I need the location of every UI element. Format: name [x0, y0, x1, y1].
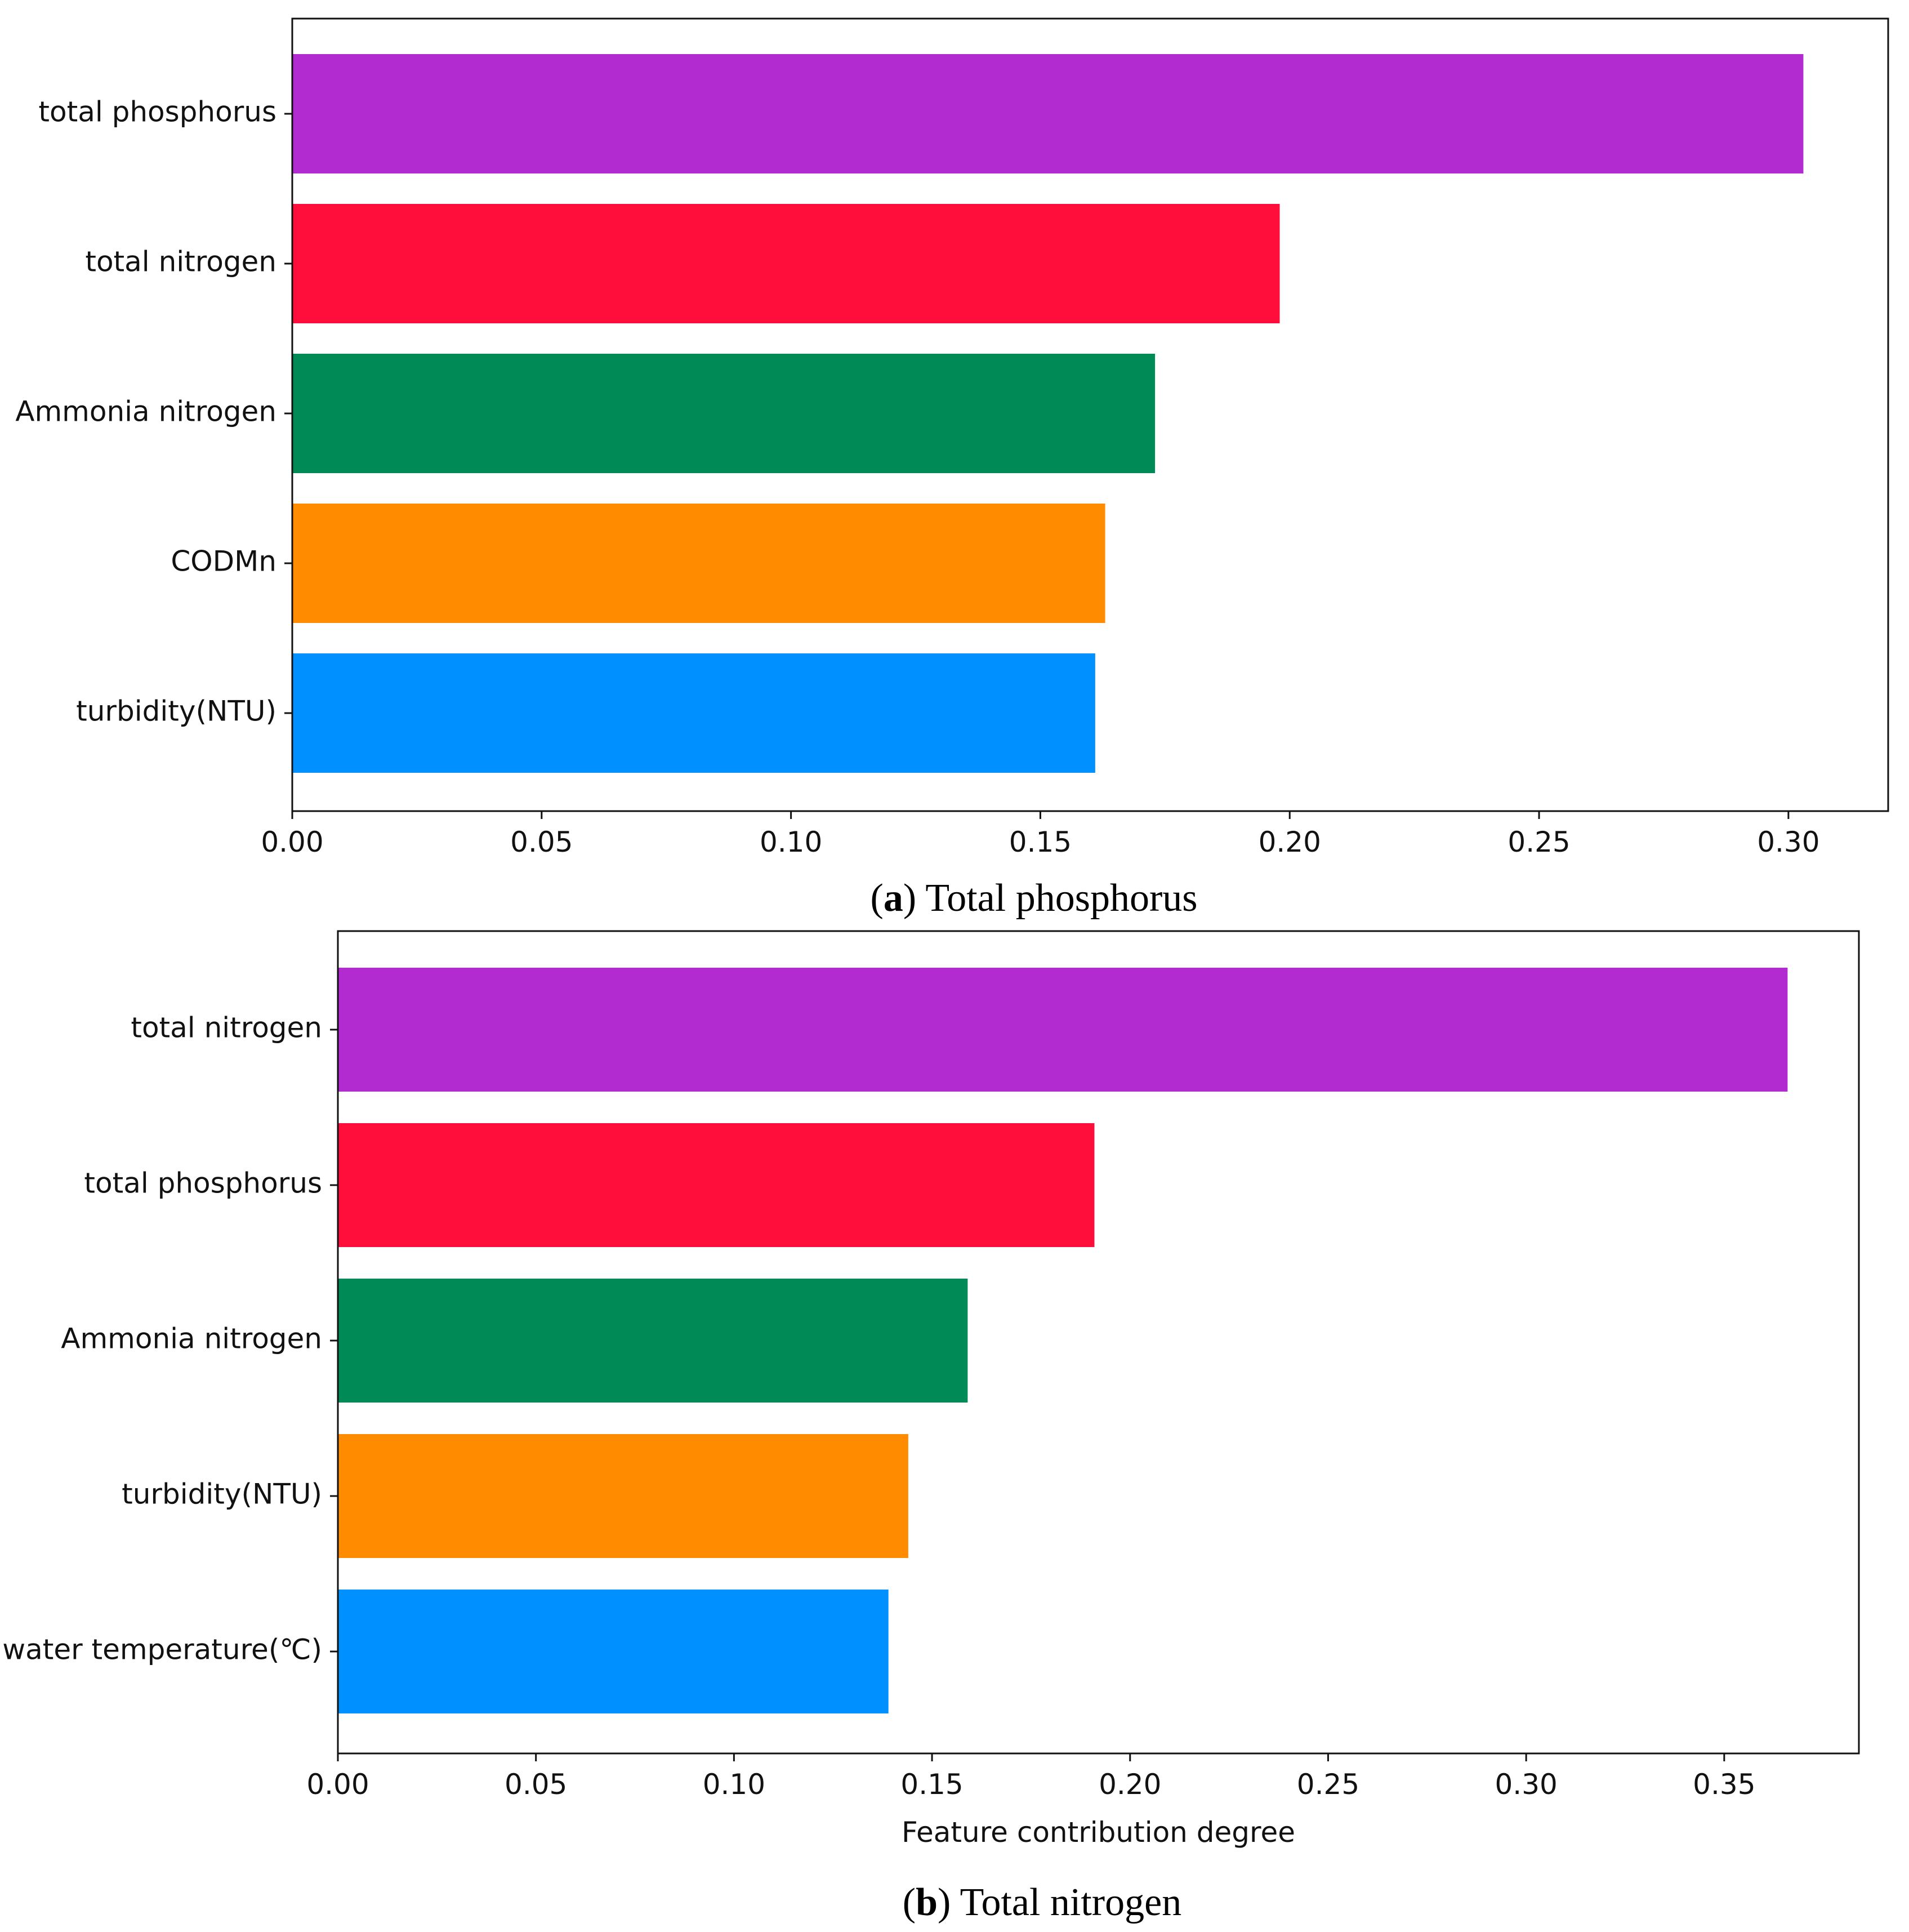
- chart-a-bar-total-phosphorus: [292, 54, 1804, 173]
- chart-b-caption: (b) Total nitrogen: [903, 1881, 1181, 1924]
- chart-b-caption-title: Total nitrogen: [960, 1881, 1182, 1924]
- chart-a-xtick-label-6: 0.30: [1757, 826, 1819, 858]
- chart-a-caption-open-paren: (: [871, 876, 884, 920]
- chart-b-xlabel: Feature contribution degree: [902, 1816, 1295, 1849]
- chart-a-xtick-label-2: 0.10: [760, 826, 822, 858]
- chart-b-xtick-label-2: 0.10: [703, 1768, 765, 1801]
- chart-a-ytick-label-codmn: CODMn: [171, 545, 276, 578]
- chart-b-caption-letter: b: [916, 1881, 938, 1924]
- chart-b-xtick-label-1: 0.05: [505, 1768, 567, 1801]
- chart-a-bar-total-nitrogen: [292, 204, 1280, 323]
- chart-b-xtick-label-6: 0.30: [1495, 1768, 1557, 1801]
- chart-b-plot-frame: [337, 930, 1860, 1755]
- chart-a-caption-title: Total phosphorus: [925, 876, 1197, 920]
- chart-a-plot-frame: [291, 17, 1889, 812]
- chart-b-bar-total-nitrogen: [338, 968, 1788, 1092]
- chart-a-total-phosphorus: total phosphorus total nitrogen Ammonia ni…: [15, 17, 1889, 920]
- chart-b-xtick-label-5: 0.25: [1297, 1768, 1359, 1801]
- chart-a-bar-ammonia-nitrogen: [292, 354, 1156, 473]
- chart-a-bar-turbidity-ntu: [292, 653, 1095, 773]
- chart-b-bar-water-temperature: [338, 1590, 889, 1713]
- chart-b-total-nitrogen: total nitrogen total phosphorus Ammonia ni…: [2, 930, 1860, 1924]
- chart-a-xtick-label-1: 0.05: [510, 826, 573, 858]
- chart-b-bar-total-phosphorus: [338, 1123, 1095, 1247]
- chart-a-caption: (a) Total phosphorus: [871, 876, 1198, 920]
- chart-b-ytick-label-total-nitrogen: total nitrogen: [131, 1012, 322, 1044]
- chart-a-xtick-label-0: 0.00: [261, 826, 323, 858]
- chart-a-xtick-label-4: 0.20: [1259, 826, 1321, 858]
- chart-a-caption-letter: a: [884, 876, 903, 920]
- chart-b-xtick-label-4: 0.20: [1099, 1768, 1161, 1801]
- chart-b-ytick-label-turbidity-ntu: turbidity(NTU): [122, 1478, 322, 1511]
- chart-b-ytick-label-total-phosphorus: total phosphorus: [84, 1167, 322, 1200]
- chart-b-xtick-label-3: 0.15: [900, 1768, 963, 1801]
- chart-a-bar-codmn: [292, 504, 1105, 623]
- chart-a-ytick-label-total-phosphorus: total phosphorus: [38, 96, 276, 128]
- chart-a-caption-close-paren: ): [903, 876, 926, 920]
- chart-a-ytick-label-turbidity-ntu: turbidity(NTU): [76, 695, 276, 728]
- chart-b-bar-ammonia-nitrogen: [338, 1279, 968, 1403]
- chart-b-xtick-label-7: 0.35: [1693, 1768, 1755, 1801]
- chart-b-ytick-label-water-temperature: water temperature(℃): [2, 1633, 322, 1666]
- chart-b-caption-open-paren: (: [903, 1881, 916, 1924]
- chart-b-bar-turbidity-ntu: [338, 1434, 908, 1558]
- chart-a-xtick-label-3: 0.15: [1009, 826, 1072, 858]
- chart-b-xtick-label-0: 0.00: [306, 1768, 369, 1801]
- chart-b-ytick-label-ammonia-nitrogen: Ammonia nitrogen: [61, 1323, 322, 1355]
- chart-b-caption-close-paren: ): [938, 1881, 960, 1924]
- chart-a-ytick-label-ammonia-nitrogen: Ammonia nitrogen: [15, 395, 276, 428]
- chart-a-ytick-label-total-nitrogen: total nitrogen: [85, 246, 276, 278]
- chart-a-xtick-label-5: 0.25: [1507, 826, 1570, 858]
